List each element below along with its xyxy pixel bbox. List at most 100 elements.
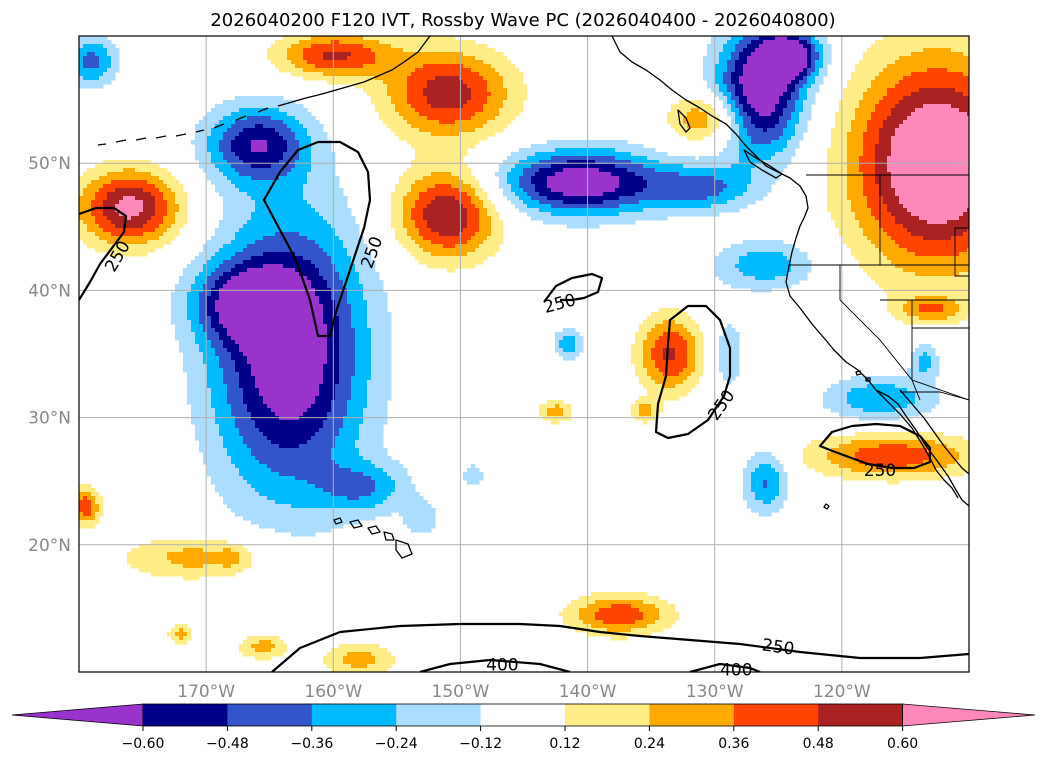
- field-cell: [215, 124, 232, 129]
- field-cell: [231, 256, 252, 261]
- field-cell: [235, 368, 252, 373]
- field-cell: [279, 108, 308, 113]
- field-cell: [471, 200, 484, 205]
- field-cell: [403, 220, 416, 225]
- field-cell: [307, 440, 336, 445]
- field-cell: [879, 136, 892, 141]
- field-cell: [875, 108, 892, 113]
- field-cell: [807, 68, 816, 73]
- field-cell: [291, 168, 312, 173]
- field-cell: [743, 480, 752, 485]
- field-cell: [407, 100, 428, 105]
- field-cell: [235, 252, 264, 257]
- field-cell: [207, 176, 228, 181]
- field-cell: [207, 368, 224, 373]
- field-cell: [207, 112, 232, 117]
- field-cell: [659, 608, 676, 613]
- field-cell: [615, 188, 644, 193]
- field-cell: [391, 220, 404, 225]
- field-cell: [783, 252, 808, 257]
- colorbar-tick-label: −0.24: [375, 736, 418, 752]
- field-cell: [235, 464, 268, 469]
- field-cell: [727, 64, 736, 69]
- field-cell: [299, 40, 332, 45]
- field-cell: [427, 96, 472, 101]
- field-cell: [399, 176, 424, 181]
- field-cell: [239, 560, 252, 565]
- field-cell: [335, 264, 356, 269]
- field-cell: [771, 156, 792, 161]
- field-cell: [771, 140, 788, 145]
- field-cell: [847, 168, 860, 173]
- field-cell: [643, 176, 716, 181]
- field-cell: [931, 360, 940, 365]
- field-cell: [251, 520, 360, 525]
- field-cell: [351, 52, 376, 57]
- field-cell: [279, 68, 304, 73]
- field-cell: [187, 264, 204, 269]
- field-cell: [855, 112, 872, 117]
- field-cell: [791, 92, 800, 97]
- field-cell: [647, 372, 664, 377]
- haida-gwaii: [677, 109, 691, 133]
- field-cell: [835, 120, 852, 125]
- field-cell: [223, 440, 244, 445]
- field-cell: [483, 124, 508, 129]
- field-cell: [775, 468, 784, 473]
- longitude-label: 170°W: [177, 682, 235, 702]
- field-cell: [231, 336, 328, 341]
- field-cell: [891, 112, 912, 117]
- field-cell: [343, 424, 360, 429]
- figure-title: 2026040200 F120 IVT, Rossby Wave PC (202…: [210, 10, 835, 31]
- field-cell: [799, 88, 808, 93]
- field-cell: [707, 116, 720, 121]
- field-cell: [751, 480, 764, 485]
- field-cell: [887, 168, 969, 173]
- field-cell: [211, 272, 224, 277]
- field-cell: [787, 256, 808, 261]
- field-cell: [239, 428, 260, 433]
- field-cell: [655, 344, 688, 349]
- field-cell: [263, 432, 316, 437]
- field-cell: [915, 400, 940, 405]
- field-cell: [827, 204, 852, 209]
- field-cell: [187, 316, 200, 321]
- field-cell: [663, 372, 680, 377]
- field-cell: [519, 184, 536, 189]
- field-cell: [827, 156, 848, 161]
- field-cell: [743, 496, 756, 501]
- field-cell: [355, 364, 372, 369]
- field-cell: [631, 628, 664, 633]
- field-cell: [739, 144, 788, 149]
- field-cell: [323, 372, 340, 377]
- field-cell: [171, 316, 188, 321]
- field-cell: [95, 220, 112, 225]
- field-cell: [819, 40, 828, 45]
- field-cell: [827, 148, 848, 153]
- field-cell: [207, 308, 216, 313]
- field-cell: [807, 48, 812, 53]
- field-cell: [139, 212, 156, 217]
- field-cell: [371, 352, 392, 357]
- field-cell: [239, 376, 256, 381]
- field-cell: [231, 412, 252, 417]
- field-cell: [395, 480, 412, 485]
- field-cell: [775, 152, 796, 157]
- field-cell: [743, 104, 752, 109]
- field-cell: [187, 372, 208, 377]
- field-cell: [79, 52, 88, 57]
- field-cell: [803, 84, 812, 89]
- field-cell: [691, 332, 704, 337]
- field-cell: [847, 184, 864, 189]
- field-cell: [267, 56, 288, 61]
- field-cell: [763, 484, 768, 489]
- field-cell: [643, 188, 724, 193]
- field-cell: [539, 412, 548, 417]
- field-cell: [551, 212, 620, 217]
- field-cell: [735, 264, 792, 269]
- field-cell: [503, 192, 516, 197]
- field-cell: [731, 56, 740, 61]
- field-cell: [335, 444, 356, 449]
- field-cell: [359, 448, 388, 453]
- field-cell: [667, 112, 688, 117]
